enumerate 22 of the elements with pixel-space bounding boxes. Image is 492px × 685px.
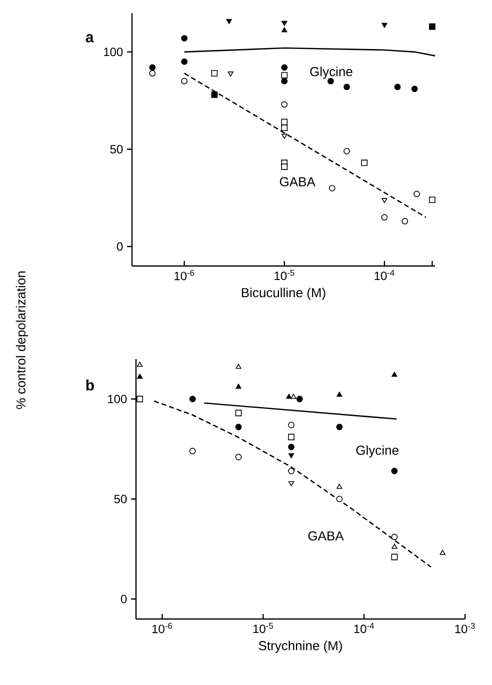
y-tick-label: 50 (114, 494, 127, 504)
x-tick-label: 10$^{-3}$ (455, 622, 475, 634)
y-tick-label: 50 (110, 144, 123, 154)
x-tick-label: 10$^{-6}$ (174, 270, 194, 280)
x-tick-label: 10$^{-4}$ (374, 270, 394, 280)
series-label: GABA (308, 531, 344, 541)
series-label: GABA (280, 177, 316, 186)
y-tick-label: 100 (108, 394, 127, 404)
x-tick-label: 10$^{-4}$ (354, 622, 374, 634)
x-tick-label: 10$^{-5}$ (253, 622, 273, 634)
text: b (86, 379, 94, 390)
x-tick-label: 10$^{-6}$ (152, 622, 172, 634)
x-axis-title: Bicuculline (M) (242, 288, 326, 300)
x-tick-label: 10$^{-5}$ (274, 270, 294, 280)
y-axis-title: % control depolarization (16, 271, 28, 409)
y-tick-label: 0 (120, 594, 127, 604)
x-axis-title: Strychnine (M) (258, 640, 342, 653)
series-label: Glycine (310, 66, 352, 79)
text: Glycine (356, 445, 398, 458)
text: a (86, 34, 94, 42)
y-tick-label: 0 (116, 242, 123, 251)
y-tick-label: 100 (104, 48, 123, 56)
